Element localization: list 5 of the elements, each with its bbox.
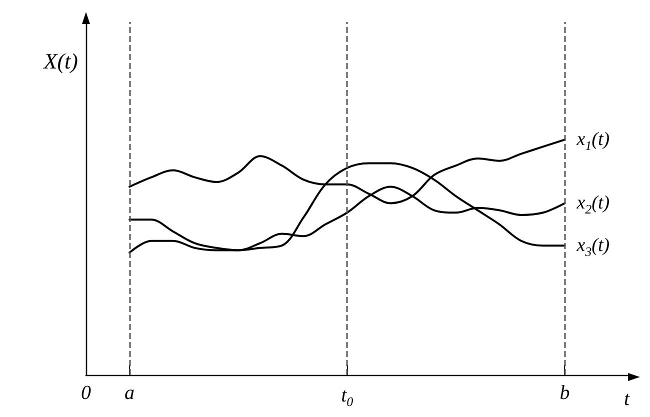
x-tick-label: b <box>560 382 570 404</box>
x-tick-label: a <box>124 382 135 404</box>
x-axis-title: t <box>624 388 630 410</box>
y-axis-title: X(t) <box>42 48 78 74</box>
x-tick-label: 0 <box>81 382 91 404</box>
